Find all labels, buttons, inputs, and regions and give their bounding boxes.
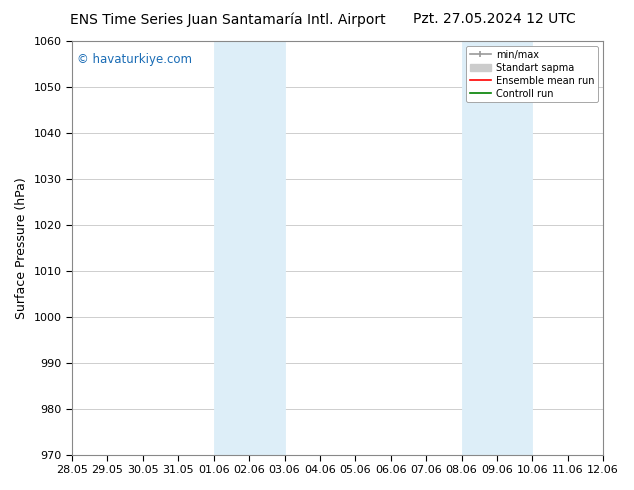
Legend: min/max, Standart sapma, Ensemble mean run, Controll run: min/max, Standart sapma, Ensemble mean r… <box>466 46 598 102</box>
Text: ENS Time Series Juan Santamaría Intl. Airport: ENS Time Series Juan Santamaría Intl. Ai… <box>70 12 386 27</box>
Text: Pzt. 27.05.2024 12 UTC: Pzt. 27.05.2024 12 UTC <box>413 12 576 26</box>
Text: © havaturkiye.com: © havaturkiye.com <box>77 53 192 67</box>
Y-axis label: Surface Pressure (hPa): Surface Pressure (hPa) <box>15 177 28 318</box>
Bar <box>462 41 533 455</box>
Bar <box>214 41 285 455</box>
